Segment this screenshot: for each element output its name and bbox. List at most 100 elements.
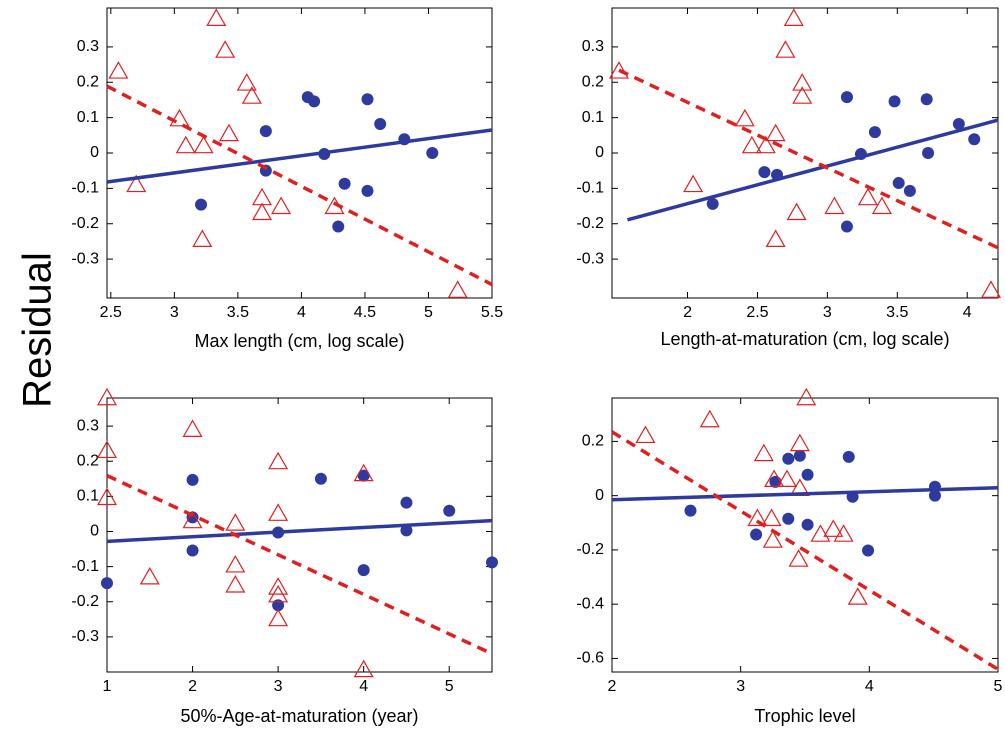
point: [400, 496, 413, 509]
x-tick-label: 5: [424, 304, 433, 321]
x-tick-label: 3: [170, 304, 179, 321]
panel: 2 3 4 5 -0.6 -0.4 -0.2 0 0.2 Trophic level: [576, 387, 1003, 726]
point: [225, 555, 246, 573]
x-tick-label: 1: [103, 678, 112, 695]
y-tick-label: 0: [595, 144, 604, 161]
point: [268, 451, 289, 470]
x-tick-label: 4.5: [354, 304, 376, 321]
point: [968, 133, 981, 146]
panel: 1 2 3 4 5 -0.3 -0.2 -0.1 0 0.1 0.2 0.3 50%-Age-at-ma…: [71, 387, 498, 726]
x-axis-label: Max length (cm, log scale): [194, 331, 404, 351]
point: [793, 449, 806, 462]
point: [206, 8, 227, 26]
plot-frame: [106, 397, 493, 673]
point: [952, 118, 965, 130]
y-tick-label: 0.1: [77, 488, 99, 505]
point: [225, 513, 246, 531]
point: [847, 587, 868, 605]
y-tick-label: -0.3: [576, 250, 604, 267]
point: [824, 196, 845, 215]
point: [765, 123, 786, 142]
point: [840, 220, 853, 233]
point: [747, 508, 768, 527]
y-tick-label: 0.1: [77, 109, 99, 126]
x-tick-label: 5: [994, 678, 1003, 695]
point: [374, 118, 387, 130]
fit-line: [611, 486, 999, 502]
y-tick-label: 0.3: [77, 38, 99, 55]
x-tick-label: 3.5: [886, 304, 908, 321]
y-tick-label: -0.2: [71, 215, 99, 232]
plot-frame: [611, 7, 999, 299]
point: [182, 419, 203, 437]
x-axis-label: 50%-Age-at-maturation (year): [180, 706, 418, 726]
point: [486, 556, 498, 569]
panel: 2.5 3 3.5 4 4.5 5 5.5 -0.3 -0.2 -0.1 0 0.1 0.2 0.3 Max…: [71, 7, 503, 351]
fit-line: [106, 518, 493, 544]
y-tick-label: -0.1: [576, 180, 604, 197]
y-tick-label: 0.3: [77, 417, 99, 434]
y-tick-label: -0.4: [576, 595, 604, 612]
x-tick-label: 2.5: [746, 304, 768, 321]
point: [426, 147, 439, 159]
x-tick-label: 5: [445, 678, 454, 695]
point: [251, 202, 273, 221]
x-tick-label: 2: [188, 678, 197, 695]
point: [801, 468, 814, 481]
x-tick-label: 2: [683, 304, 692, 321]
point: [753, 443, 774, 462]
point: [776, 469, 798, 488]
point: [775, 40, 796, 58]
point: [608, 61, 630, 79]
point: [833, 524, 854, 542]
point: [862, 544, 875, 557]
point: [892, 177, 905, 190]
point: [195, 198, 208, 211]
point: [857, 187, 878, 206]
point: [175, 135, 196, 154]
x-tick-label: 3: [274, 678, 283, 695]
point: [361, 93, 374, 106]
point: [308, 95, 321, 108]
point: [734, 108, 755, 127]
point: [182, 510, 203, 529]
point: [101, 577, 113, 590]
y-tick-label: 0.2: [582, 73, 604, 90]
point: [400, 524, 413, 537]
x-tick-label: 3: [823, 304, 832, 321]
point: [888, 95, 901, 108]
point: [789, 433, 810, 452]
point: [786, 202, 807, 221]
x-tick-label: 5.5: [481, 304, 503, 321]
point: [271, 196, 292, 215]
x-tick-label: 4: [297, 304, 306, 321]
x-axis-label: Length-at-maturation (cm, log scale): [660, 329, 949, 349]
point: [758, 166, 771, 179]
point: [765, 229, 786, 247]
point: [443, 504, 456, 517]
x-axis-label: Trophic level: [754, 706, 855, 726]
point: [683, 174, 704, 193]
x-tick-label: 4: [359, 678, 368, 695]
point: [792, 73, 813, 91]
y-tick-label: -0.3: [71, 250, 99, 267]
point: [361, 184, 374, 197]
point: [750, 528, 763, 541]
y-tick-label: -0.3: [71, 628, 99, 645]
point: [192, 229, 213, 247]
point: [357, 564, 370, 577]
point: [259, 125, 272, 138]
point: [980, 280, 1002, 298]
point: [169, 108, 190, 127]
point: [796, 387, 817, 406]
x-tick-label: 3: [736, 678, 745, 695]
point: [357, 469, 370, 482]
point: [755, 135, 776, 154]
point: [635, 425, 656, 444]
fit-line: [611, 430, 999, 671]
fit-line: [106, 128, 493, 184]
point: [810, 524, 831, 542]
point: [225, 575, 246, 593]
